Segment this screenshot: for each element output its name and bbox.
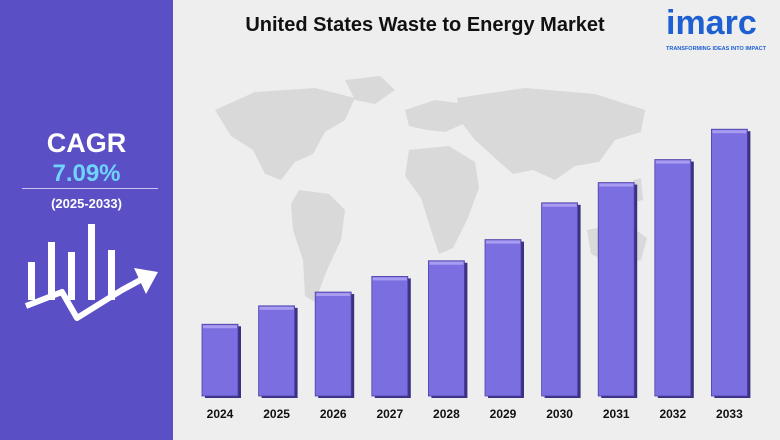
imarc-logo: imarc TRANSFORMING IDEAS INTO IMPACT [664,4,774,56]
x-tick-label: 2031 [603,407,630,421]
bar-2031 [597,182,635,397]
bar-2026 [314,291,352,397]
chart-title: United States Waste to Energy Market [245,14,605,36]
bar-2032 [654,159,692,397]
x-tick-label: 2032 [659,407,686,421]
bar-2025 [258,305,295,397]
bar-chart: 2024 2025 2026 2027 2028 2029 2030 2031 2032 2033 [201,128,751,421]
x-tick-label: 2024 [207,407,234,421]
bar-2029 [484,239,522,397]
x-tick-label: 2029 [490,407,517,421]
cagr-value: 7.09% [52,160,121,187]
cagr-panel: CAGR 7.09% (2025-2033) [0,0,173,440]
bar-highlight [712,130,747,134]
bar-highlight [542,203,577,207]
cagr-label: CAGR [46,128,127,158]
logo-wordmark: imarc [666,4,757,42]
logo-tagline: TRANSFORMING IDEAS INTO IMPACT [666,46,767,52]
x-tick-label: 2026 [320,407,347,421]
x-tick-label: 2030 [546,407,573,421]
bar-highlight [655,160,690,164]
bar-highlight [259,306,294,310]
x-tick-label: 2033 [716,407,743,421]
cagr-divider [22,188,158,189]
bar-highlight [599,183,634,187]
bar-2033 [711,128,748,397]
bar-2027 [371,275,409,397]
bar-2024 [201,323,239,397]
bar-highlight [486,240,520,244]
x-tick-label: 2027 [376,407,403,421]
x-tick-label: 2025 [263,407,290,421]
bar-highlight [429,261,464,265]
cagr-period: (2025-2033) [51,196,122,211]
bar-trend-icon [24,224,158,321]
bar-highlight [316,293,351,297]
x-tick-label: 2028 [433,407,460,421]
bar-2028 [427,260,465,397]
bar-highlight [372,277,407,281]
bar-2030 [541,202,579,397]
bar-highlight [203,325,237,329]
